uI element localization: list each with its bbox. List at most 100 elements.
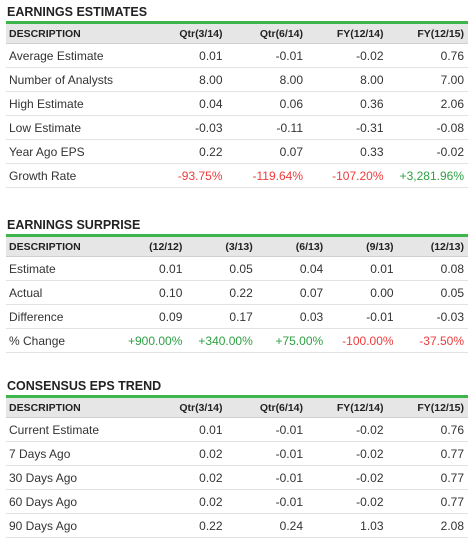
cell-value: 0.05 <box>186 256 257 281</box>
cell-value: 0.04 <box>256 256 328 281</box>
cell-value: 0.24 <box>226 513 307 538</box>
cell-value: -0.02 <box>307 417 388 442</box>
column-header: FY(12/14) <box>307 398 388 418</box>
cell-value: 0.02 <box>146 441 227 466</box>
row-label: Year Ago EPS <box>6 139 146 164</box>
cell-value: 2.06 <box>387 91 468 116</box>
cell-value: -0.02 <box>387 139 468 164</box>
column-header: FY(12/15) <box>387 24 468 44</box>
consensus-eps-trend-table: DESCRIPTION Qtr(3/14) Qtr(6/14) FY(12/14… <box>6 398 468 538</box>
cell-value: -0.03 <box>146 115 227 140</box>
row-label: Average Estimate <box>6 43 146 68</box>
growth-rate-value: +3,281.96% <box>387 163 468 188</box>
column-header: Qtr(3/14) <box>146 398 227 418</box>
earnings-surprise-title: EARNINGS SURPRISE <box>6 217 468 237</box>
cell-value: -0.02 <box>307 489 388 514</box>
percent-change-value: +900.00% <box>116 328 187 353</box>
table-header-row: DESCRIPTION (12/12) (3/13) (6/13) (9/13)… <box>6 237 468 257</box>
cell-value: 2.08 <box>387 513 468 538</box>
cell-value: 1.03 <box>307 513 388 538</box>
column-header: DESCRIPTION <box>6 237 116 257</box>
cell-value: -0.01 <box>226 465 307 490</box>
table-row: Estimate 0.01 0.05 0.04 0.01 0.08 <box>6 256 468 281</box>
table-row: Year Ago EPS 0.22 0.07 0.33 -0.02 <box>6 139 468 164</box>
percent-change-value: -37.50% <box>397 328 468 353</box>
cell-value: 0.76 <box>387 43 468 68</box>
earnings-surprise-section: EARNINGS SURPRISE DESCRIPTION (12/12) (3… <box>6 217 468 353</box>
row-label: 60 Days Ago <box>6 489 146 514</box>
cell-value: 0.08 <box>397 256 468 281</box>
cell-value: 0.77 <box>387 489 468 514</box>
row-label: Low Estimate <box>6 115 146 140</box>
column-header: Qtr(6/14) <box>226 24 307 44</box>
table-header-row: DESCRIPTION Qtr(3/14) Qtr(6/14) FY(12/14… <box>6 24 468 44</box>
cell-value: -0.02 <box>307 441 388 466</box>
percent-change-value: +340.00% <box>186 328 257 353</box>
cell-value: 0.02 <box>146 465 227 490</box>
cell-value: 0.06 <box>226 91 307 116</box>
column-header: (6/13) <box>256 237 328 257</box>
column-header: DESCRIPTION <box>6 24 146 44</box>
column-header: FY(12/14) <box>307 24 388 44</box>
row-label: Number of Analysts <box>6 67 146 92</box>
cell-value: 0.01 <box>327 256 398 281</box>
cell-value: 0.22 <box>186 280 257 305</box>
percent-change-value: -100.00% <box>327 328 398 353</box>
row-label: Growth Rate <box>6 163 146 188</box>
cell-value: 0.33 <box>307 139 388 164</box>
row-label: Difference <box>6 304 116 329</box>
row-label: High Estimate <box>6 91 146 116</box>
table-header-row: DESCRIPTION Qtr(3/14) Qtr(6/14) FY(12/14… <box>6 398 468 418</box>
table-row: Number of Analysts 8.00 8.00 8.00 7.00 <box>6 67 468 92</box>
cell-value: -0.01 <box>226 43 307 68</box>
cell-value: -0.11 <box>226 115 307 140</box>
cell-value: -0.03 <box>397 304 468 329</box>
row-label: 90 Days Ago <box>6 513 146 538</box>
growth-rate-value: -119.64% <box>226 163 307 188</box>
cell-value: 0.77 <box>387 441 468 466</box>
cell-value: 0.04 <box>146 91 227 116</box>
cell-value: -0.31 <box>307 115 388 140</box>
cell-value: 0.01 <box>146 43 227 68</box>
table-row: Growth Rate -93.75% -119.64% -107.20% +3… <box>6 163 468 188</box>
earnings-surprise-table: DESCRIPTION (12/12) (3/13) (6/13) (9/13)… <box>6 237 468 353</box>
cell-value: 0.22 <box>146 513 227 538</box>
row-label: 30 Days Ago <box>6 465 146 490</box>
column-header: (12/13) <box>397 237 468 257</box>
cell-value: 0.36 <box>307 91 388 116</box>
percent-change-value: +75.00% <box>256 328 328 353</box>
table-row: Difference 0.09 0.17 0.03 -0.01 -0.03 <box>6 304 468 329</box>
table-row: Average Estimate 0.01 -0.01 -0.02 0.76 <box>6 43 468 68</box>
cell-value: -0.01 <box>226 489 307 514</box>
cell-value: 8.00 <box>226 67 307 92</box>
table-row: Actual 0.10 0.22 0.07 0.00 0.05 <box>6 280 468 305</box>
column-header: DESCRIPTION <box>6 398 146 418</box>
column-header: FY(12/15) <box>387 398 468 418</box>
column-header: (3/13) <box>186 237 257 257</box>
row-label: % Change <box>6 328 116 353</box>
column-header: (12/12) <box>116 237 187 257</box>
cell-value: 0.01 <box>116 256 187 281</box>
column-header: (9/13) <box>327 237 398 257</box>
cell-value: 7.00 <box>387 67 468 92</box>
cell-value: -0.02 <box>307 465 388 490</box>
table-row: 7 Days Ago 0.02 -0.01 -0.02 0.77 <box>6 441 468 466</box>
earnings-estimates-section: EARNINGS ESTIMATES DESCRIPTION Qtr(3/14)… <box>6 4 468 188</box>
earnings-estimates-table: DESCRIPTION Qtr(3/14) Qtr(6/14) FY(12/14… <box>6 24 468 188</box>
cell-value: 0.07 <box>226 139 307 164</box>
table-row: 90 Days Ago 0.22 0.24 1.03 2.08 <box>6 513 468 538</box>
cell-value: 8.00 <box>307 67 388 92</box>
table-row: 60 Days Ago 0.02 -0.01 -0.02 0.77 <box>6 489 468 514</box>
table-row: 30 Days Ago 0.02 -0.01 -0.02 0.77 <box>6 465 468 490</box>
row-label: Estimate <box>6 256 116 281</box>
cell-value: 0.01 <box>146 417 227 442</box>
cell-value: 8.00 <box>146 67 227 92</box>
row-label: Current Estimate <box>6 417 146 442</box>
cell-value: -0.01 <box>226 417 307 442</box>
table-row: High Estimate 0.04 0.06 0.36 2.06 <box>6 91 468 116</box>
cell-value: 0.76 <box>387 417 468 442</box>
cell-value: -0.01 <box>226 441 307 466</box>
table-row: Low Estimate -0.03 -0.11 -0.31 -0.08 <box>6 115 468 140</box>
cell-value: 0.09 <box>116 304 187 329</box>
row-label: 7 Days Ago <box>6 441 146 466</box>
